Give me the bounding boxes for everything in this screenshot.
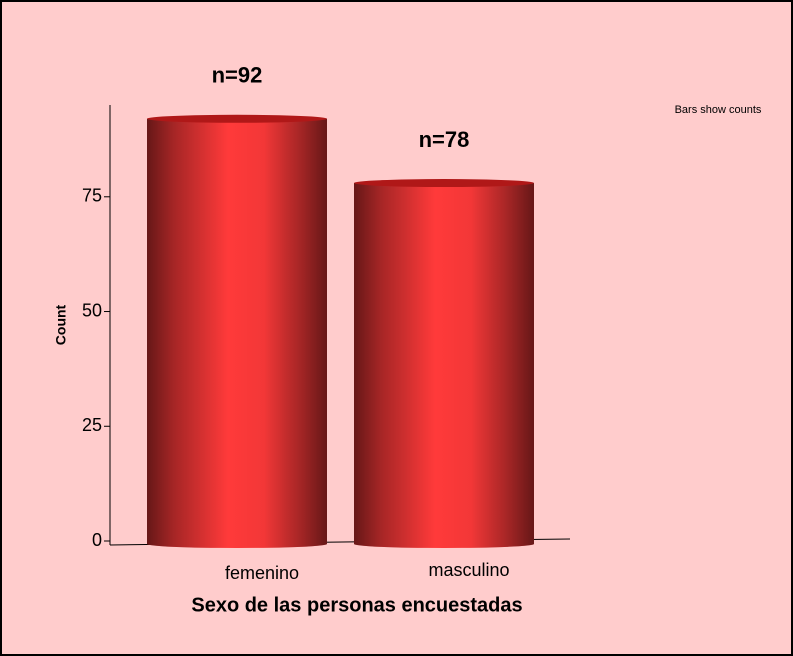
bar [147,114,327,548]
y-tick-label: 25 [82,415,102,435]
bar-shade [147,118,327,544]
bar-top [354,179,534,188]
y-tick-label: 75 [82,186,102,206]
y-tick-label: 0 [92,530,102,550]
annotation: Bars show counts [675,104,762,116]
bar-shade [354,183,534,544]
value-label: n=92 [212,63,263,88]
x-tick-label: masculino [428,560,509,580]
y-axis-title: Count [53,304,69,345]
bar [354,179,534,548]
x-tick-label: femenino [225,563,299,583]
bar-top [147,114,327,123]
y-tick-label: 50 [82,300,102,320]
x-axis-title: Sexo de las personas encuestadas [191,594,522,616]
value-label: n=78 [419,127,470,152]
